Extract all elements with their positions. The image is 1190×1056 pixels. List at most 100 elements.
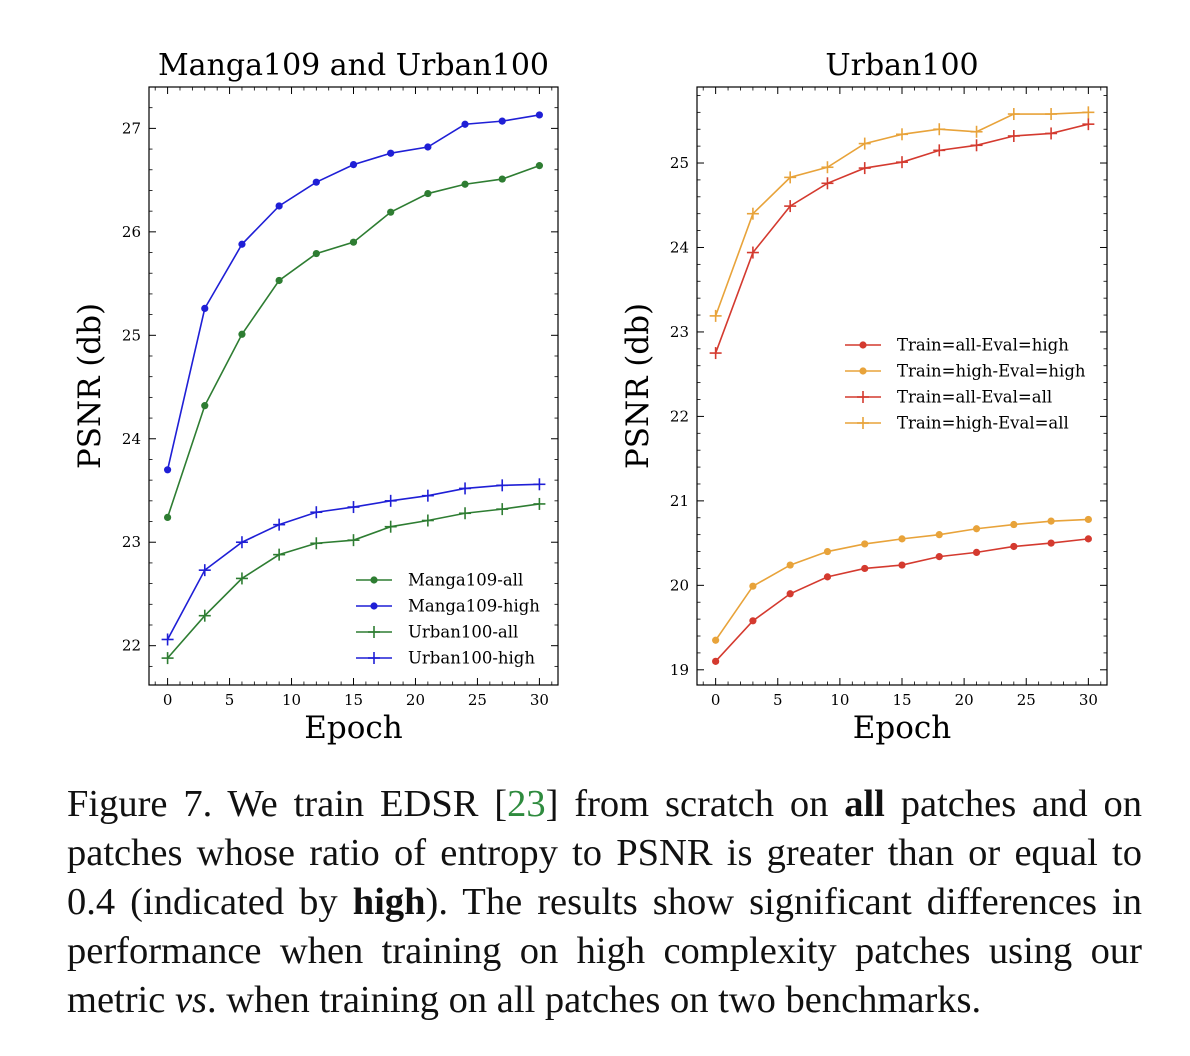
data-point	[1082, 106, 1095, 119]
legend-label: Manga109-high	[408, 597, 540, 616]
data-point	[1047, 539, 1055, 547]
data-point	[368, 652, 380, 664]
citation-link[interactable]: 23	[507, 783, 546, 825]
data-point	[201, 402, 209, 410]
legend-item: Urban100-all	[356, 623, 518, 642]
chart-title: Manga109 and Urban100	[158, 48, 549, 83]
y-tick-label: 22	[122, 637, 141, 655]
data-point	[310, 506, 323, 519]
data-point	[1084, 515, 1092, 524]
data-point	[823, 573, 832, 581]
figure-7: 0 5 10 15 20 25 30 22 23 24 25 26 27 Manga109 and Urb…	[72, 48, 1108, 746]
legend-item: Train=all-Eval=all	[845, 388, 1052, 407]
x-tick-label: 10	[830, 691, 849, 709]
x-tick-label: 0	[163, 691, 173, 709]
data-point	[498, 117, 506, 125]
legend-label: Manga109-all	[408, 571, 523, 590]
y-tick-label: 23	[670, 323, 689, 341]
data-point	[972, 525, 981, 533]
data-point	[421, 514, 434, 527]
data-point	[461, 120, 469, 128]
data-point	[786, 561, 794, 569]
series-line	[714, 111, 1089, 317]
data-point	[349, 160, 358, 169]
chart-right: 0 5 10 15 20 25 30 19 20 21 22 23 24 25 Urban100 Epoch P…	[620, 48, 1108, 746]
legend-label: Train=high-Eval=high	[897, 362, 1086, 381]
plot-frame	[148, 86, 559, 686]
x-axis-label: Epoch	[853, 710, 951, 746]
data-point	[273, 548, 286, 561]
data-point	[1045, 127, 1058, 140]
x-tick-label: 15	[344, 691, 363, 709]
data-point	[275, 202, 283, 210]
caption-text: ). The results show significant differen…	[67, 881, 1142, 1021]
legend-label: Train=all-Eval=high	[897, 336, 1069, 355]
data-point	[1047, 517, 1055, 525]
y-tick-label: 26	[122, 223, 141, 241]
x-tick-label: 20	[955, 691, 974, 709]
data-point	[424, 189, 432, 198]
legend-item: Train=all-Eval=high	[845, 336, 1069, 355]
data-point	[201, 304, 209, 313]
data-point	[533, 497, 546, 510]
caption-text: patches and on patches whose ratio of en…	[67, 783, 1142, 923]
caption-text: ] from scratch on	[545, 783, 845, 825]
data-point	[712, 636, 720, 644]
data-point	[746, 207, 759, 220]
caption-text: . when training on all patches on two be…	[207, 979, 982, 1021]
data-point	[859, 341, 867, 349]
data-point	[312, 249, 320, 258]
x-tick-label: 20	[406, 691, 425, 709]
series-train-high-eval-high	[712, 515, 1092, 644]
caption-bold-high: high	[352, 881, 426, 923]
data-point	[861, 540, 869, 548]
data-point	[533, 478, 546, 491]
figure-caption: Figure 7. We train EDSR [23] from scratc…	[67, 780, 1142, 1025]
data-point	[898, 561, 906, 569]
data-point	[970, 139, 983, 152]
data-point	[1007, 108, 1020, 121]
series-urban100-all	[161, 497, 546, 665]
caption-bold-all: all	[844, 783, 885, 825]
legend-item: Urban100-high	[356, 649, 535, 668]
data-point	[535, 162, 544, 170]
data-point	[859, 367, 867, 375]
data-point	[370, 576, 378, 584]
chart-left: 0 5 10 15 20 25 30 22 23 24 25 26 27 Manga109 and Urb…	[72, 48, 559, 746]
x-tick-label: 5	[225, 691, 235, 709]
series-train-all-eval-high	[712, 535, 1092, 665]
data-point	[275, 276, 283, 285]
y-tick-label: 24	[122, 430, 141, 448]
y-tick-label: 23	[122, 533, 141, 551]
data-point	[368, 626, 380, 638]
data-point	[384, 494, 397, 507]
data-point	[347, 534, 360, 547]
data-point	[709, 347, 722, 360]
data-point	[387, 149, 395, 157]
data-point	[823, 547, 832, 556]
data-point	[933, 144, 946, 157]
data-point	[896, 156, 908, 169]
caption-text: Figure 7. We train EDSR [	[67, 783, 508, 825]
data-point	[970, 125, 983, 138]
y-tick-label: 21	[670, 492, 689, 510]
data-point	[238, 330, 246, 338]
data-point	[384, 520, 397, 533]
y-tick-label: 27	[122, 119, 141, 137]
y-tick-label: 25	[122, 326, 141, 344]
data-point	[349, 238, 358, 246]
data-point	[459, 482, 472, 495]
data-point	[370, 602, 378, 610]
data-point	[421, 489, 434, 502]
data-point	[1084, 535, 1092, 543]
data-point	[898, 535, 906, 543]
data-point	[235, 572, 248, 585]
data-point	[1045, 108, 1058, 121]
data-point	[535, 111, 544, 119]
data-point	[163, 466, 172, 474]
data-point	[496, 503, 509, 516]
x-tick-label: 10	[282, 691, 301, 709]
data-point	[238, 240, 246, 248]
data-point	[424, 143, 432, 151]
data-point	[235, 536, 248, 549]
